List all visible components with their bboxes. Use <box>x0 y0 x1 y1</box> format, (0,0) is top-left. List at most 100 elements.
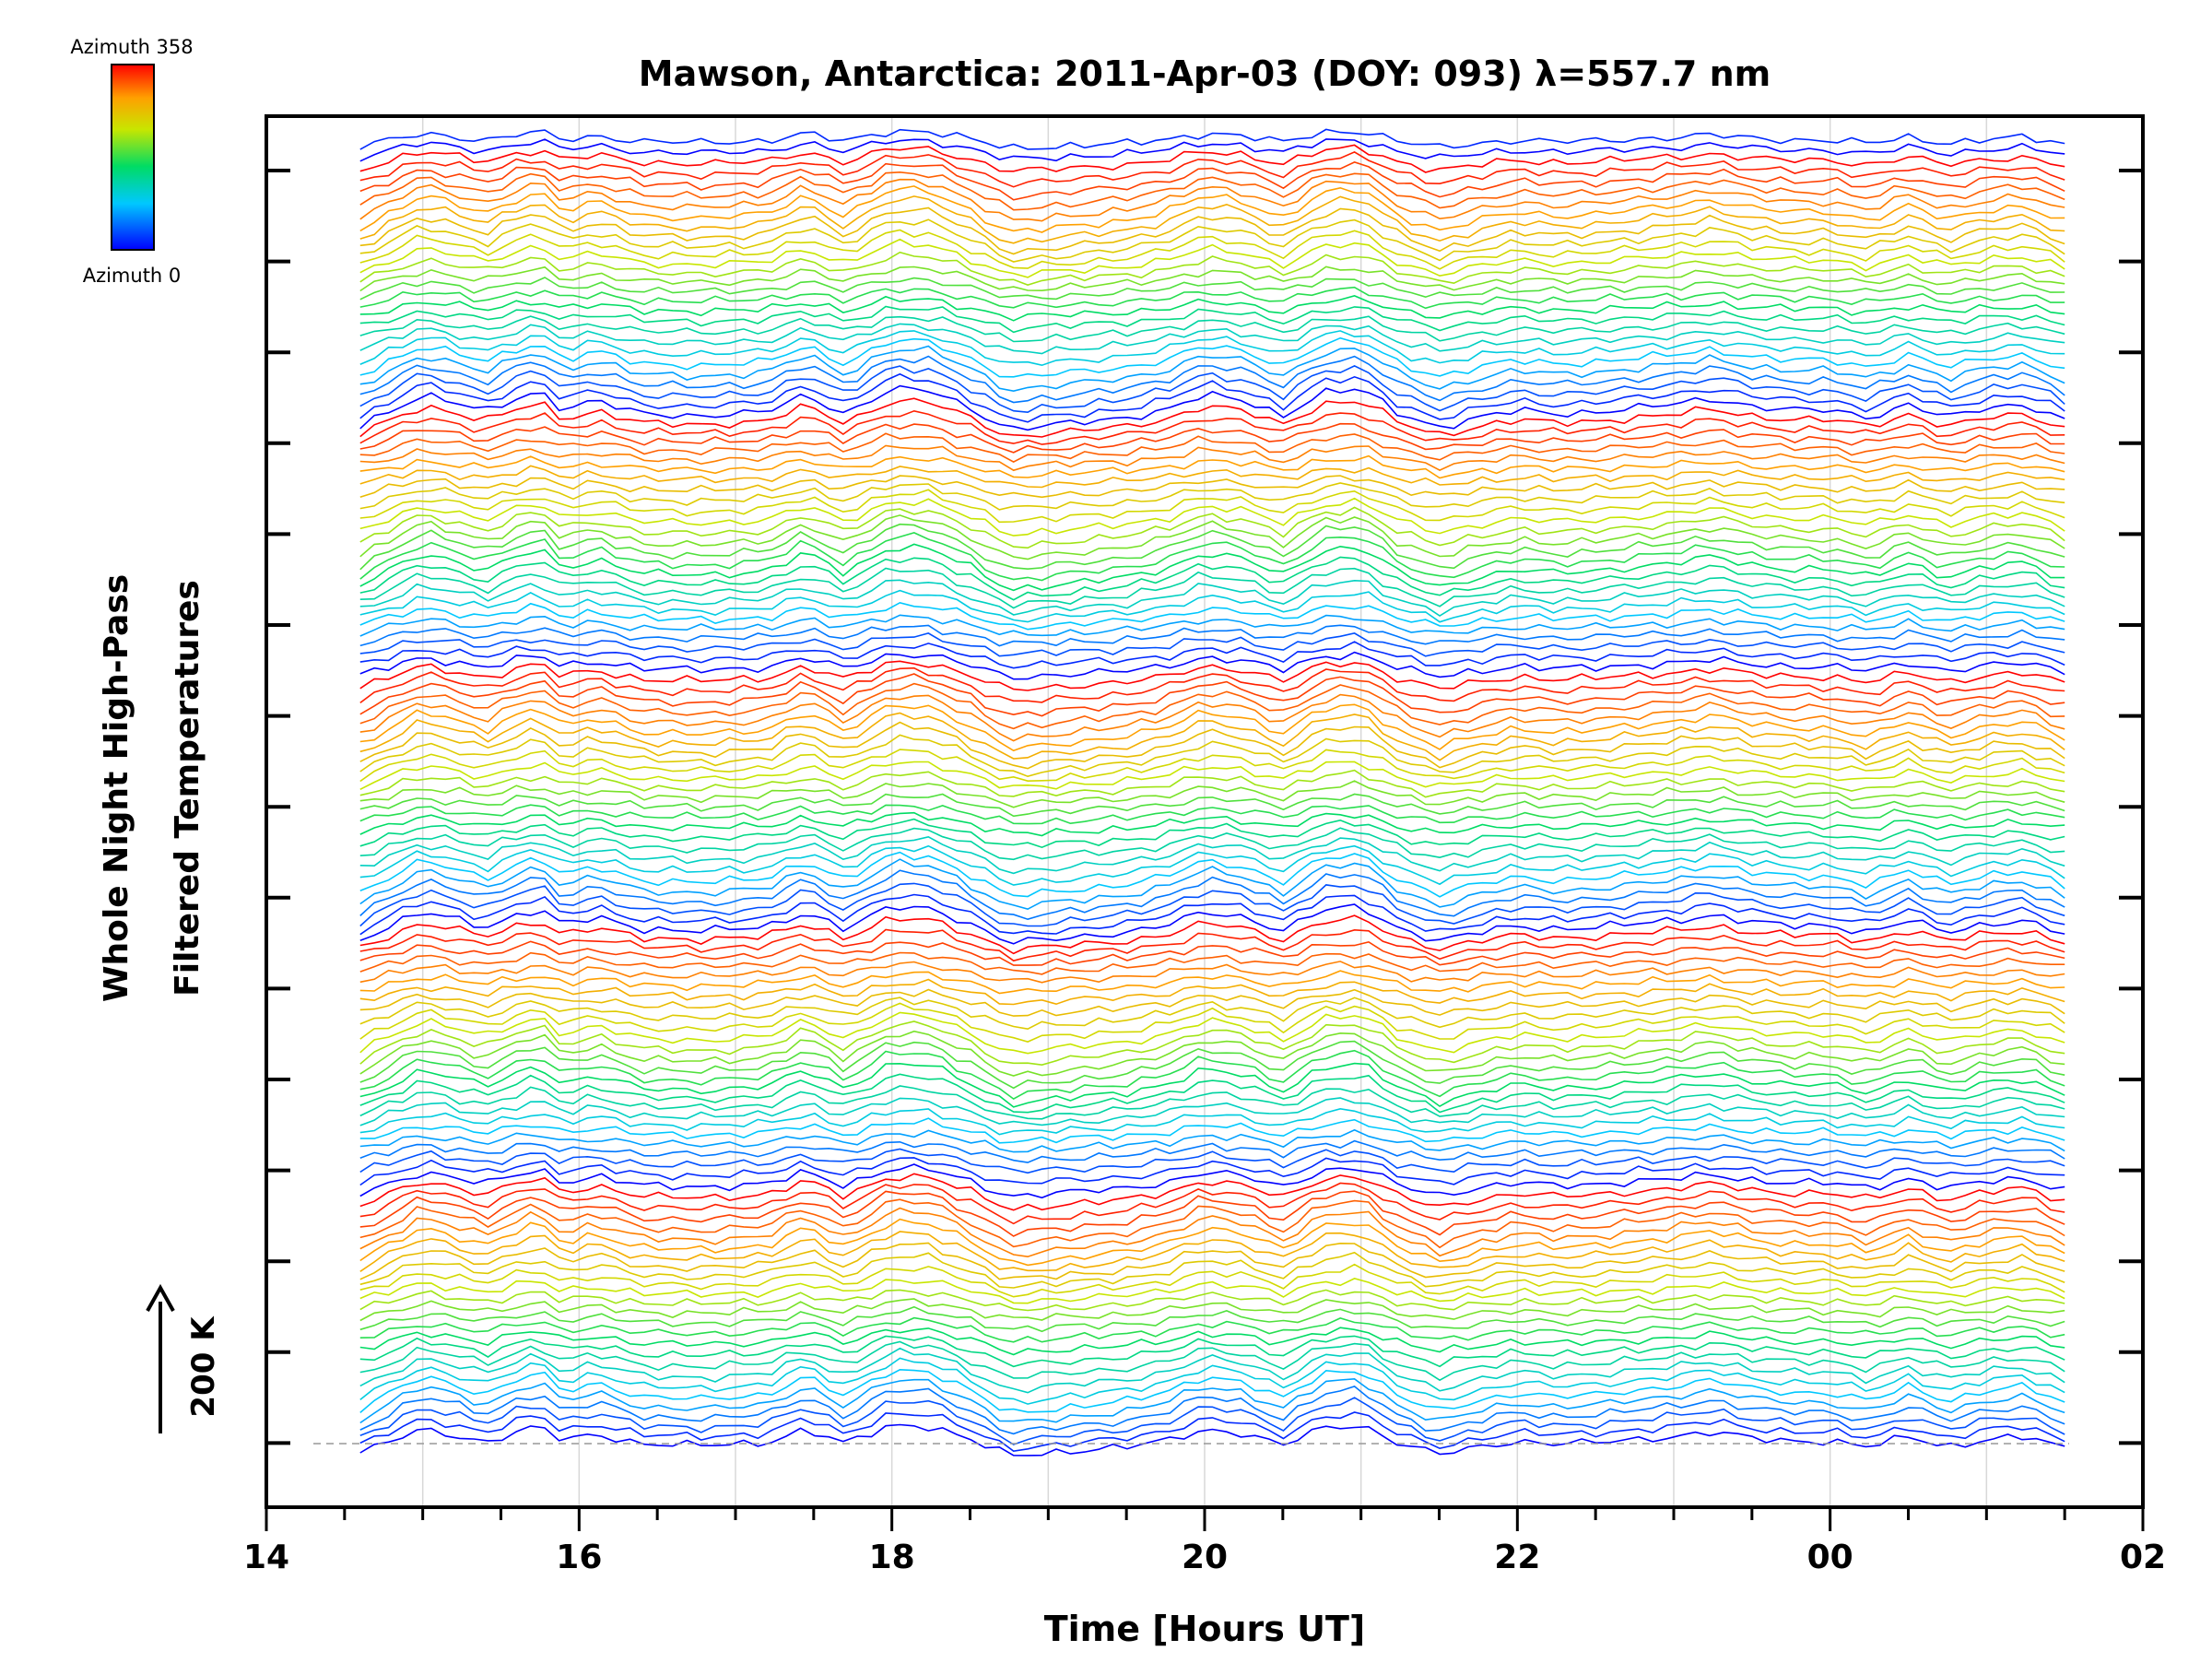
y-axis-label-line2: Filtered Temperatures <box>169 580 206 997</box>
trace-line <box>359 1139 2065 1163</box>
trace-line <box>359 315 2065 343</box>
trace-line <box>359 514 2065 560</box>
trace-line <box>359 673 2065 717</box>
trace-line <box>359 286 2065 310</box>
trace-line <box>359 543 2065 592</box>
trace-line <box>359 818 2065 849</box>
data-traces <box>313 128 2069 1457</box>
trace-line <box>359 1377 2065 1424</box>
trace-line <box>359 1423 2065 1457</box>
trace-line <box>359 355 2065 404</box>
trace-line <box>359 1030 2065 1077</box>
trace-line <box>359 869 2065 921</box>
trace-line <box>359 693 2065 742</box>
trace-line <box>359 330 2065 367</box>
trace-line <box>359 454 2065 479</box>
trace-line <box>359 961 2065 984</box>
trace-line <box>359 666 2065 704</box>
trace-line <box>359 465 2065 489</box>
trace-line <box>359 523 2065 571</box>
trace-line <box>359 1218 2065 1267</box>
trace-line <box>359 265 2065 292</box>
trace-line <box>359 882 2065 927</box>
trace-line <box>359 1073 2065 1114</box>
trace-line <box>359 624 2065 647</box>
trace-line <box>359 138 2065 162</box>
trace-line <box>359 1340 2065 1382</box>
trace-line <box>359 1097 2065 1126</box>
trace-line <box>359 365 2065 414</box>
trace-line <box>359 475 2065 499</box>
trace-line <box>359 295 2065 322</box>
trace-line <box>359 497 2065 537</box>
trace-line <box>359 1049 2065 1101</box>
trace-line <box>359 185 2065 233</box>
trace-line <box>359 703 2065 752</box>
trace-line <box>359 682 2065 730</box>
trace-line <box>359 409 2065 445</box>
trace-line <box>359 1368 2065 1414</box>
x-tick-label: 20 <box>1182 1539 1228 1576</box>
trace-line <box>359 229 2065 270</box>
trace-line <box>359 384 2065 431</box>
trace-line <box>359 1173 2065 1211</box>
trace-line <box>359 128 2065 150</box>
trace-line <box>359 811 2065 837</box>
trace-line <box>359 1207 2065 1258</box>
trace-line <box>359 712 2065 761</box>
trace-line <box>359 323 2065 355</box>
trace-line <box>359 1298 2065 1322</box>
trace-line <box>359 988 2065 1017</box>
trace-line <box>359 858 2065 911</box>
trace-line <box>359 1062 2065 1108</box>
trace-line <box>359 614 2065 637</box>
trace-line <box>359 1263 2065 1298</box>
trace-line <box>359 579 2065 618</box>
x-tick-label: 22 <box>1494 1539 1540 1576</box>
trace-line <box>359 161 2065 201</box>
trace-line <box>359 345 2065 393</box>
trace-line <box>359 489 2065 524</box>
colorbar <box>111 64 155 251</box>
trace-line <box>359 1198 2065 1249</box>
trace-line <box>359 769 2065 798</box>
trace-line <box>359 1163 2065 1199</box>
x-tick-label: 14 <box>243 1539 289 1576</box>
trace-line <box>359 1242 2065 1280</box>
trace-line <box>359 144 2065 173</box>
trace-line <box>359 506 2065 549</box>
trace-line <box>359 1335 2065 1368</box>
trace-line <box>359 793 2065 818</box>
trace-line <box>359 1107 2065 1136</box>
trace-line <box>359 660 2065 691</box>
trace-line <box>359 734 2065 778</box>
trace-line <box>359 1386 2065 1435</box>
trace-line <box>359 632 2065 657</box>
trace-line <box>359 601 2065 631</box>
trace-line <box>359 827 2065 861</box>
trace-line <box>359 970 2065 995</box>
y-axis-label-line1: Whole Night High-Pass <box>98 574 135 1002</box>
grid <box>421 116 1988 1507</box>
x-axis: 14 16 18 20 22 00 02 <box>243 1507 2166 1576</box>
trace-line <box>359 178 2065 222</box>
trace-line <box>359 1128 2065 1153</box>
trace-line <box>359 1182 2065 1225</box>
trace-line <box>359 1357 2065 1405</box>
trace-line <box>359 914 2065 955</box>
trace-line <box>359 532 2065 582</box>
trace-line <box>359 804 2065 825</box>
trace-line <box>359 1251 2065 1289</box>
trace-line <box>359 903 2065 945</box>
trace-line <box>359 305 2065 334</box>
trace-line <box>359 567 2065 609</box>
trace-line <box>359 721 2065 770</box>
x-tick-label: 18 <box>869 1539 915 1576</box>
trace-line <box>359 444 2065 472</box>
trace-line <box>359 1020 2065 1067</box>
trace-line <box>359 940 2065 966</box>
trace-line <box>359 1289 2065 1312</box>
trace-line <box>359 251 2065 286</box>
trace-line <box>359 277 2065 301</box>
